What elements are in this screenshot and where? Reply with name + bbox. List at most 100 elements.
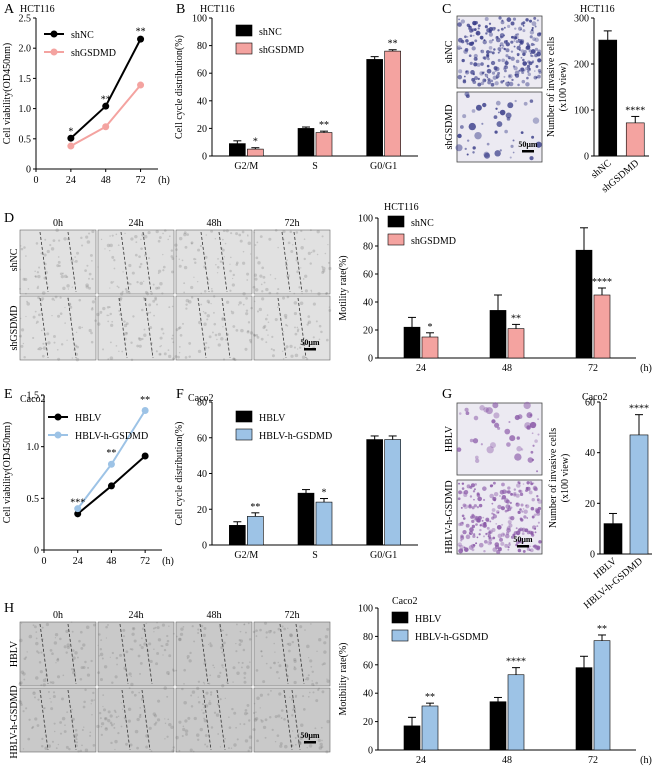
y-axis-label: Motility rate(%) bbox=[338, 255, 349, 320]
wound-edge-left bbox=[199, 623, 209, 685]
panel-A-chart: 00.51.01.52.02.50 24 48 72 (h)*****Cell viab… bbox=[2, 4, 170, 186]
bar-HBLV-72 bbox=[575, 667, 593, 751]
point-HBLV-72 bbox=[141, 452, 149, 460]
wound-image-HBLV-48h bbox=[175, 621, 253, 688]
legend-label: HBLV-h-GSDMD bbox=[259, 431, 332, 442]
timepoint-label: 24h bbox=[129, 610, 144, 621]
significance-mark: ** bbox=[319, 120, 329, 131]
y-tick-label: 60 bbox=[363, 270, 373, 281]
y-tick-label: 80 bbox=[197, 398, 207, 409]
significance-mark: * bbox=[68, 127, 73, 138]
wound-edge-left bbox=[283, 689, 293, 751]
scale-bar-label: 50μm bbox=[513, 535, 533, 544]
legend-label: shGSDMD bbox=[411, 236, 456, 247]
bar-shNC-72 bbox=[575, 249, 593, 359]
invasion-image-shNC bbox=[456, 15, 543, 89]
row-label: shNC bbox=[9, 248, 20, 271]
bar-HBLV bbox=[603, 523, 623, 555]
chart-title: Caco2 bbox=[582, 392, 608, 403]
panel-D-chart: 0 20 40 60 80 100 * 24 ** 48 **** 72 (h) Motility rat… bbox=[338, 202, 652, 374]
significance-mark: * bbox=[428, 322, 433, 333]
y-tick-label: 80 bbox=[363, 242, 373, 253]
x-axis-label: (h) bbox=[158, 175, 170, 186]
wound-edge-left bbox=[120, 231, 130, 293]
wound-edge-right bbox=[142, 231, 152, 293]
significance-mark: **** bbox=[629, 404, 649, 415]
wound-edge-left bbox=[197, 297, 207, 359]
bar-HBLV-h-GSDMD-48 bbox=[507, 674, 525, 751]
y-tick-label: 60 bbox=[585, 398, 595, 409]
significance-mark: ** bbox=[597, 624, 607, 635]
wound-image-shGSDMD-48h bbox=[174, 295, 254, 362]
wound-edge-left bbox=[277, 297, 287, 359]
significance-mark: ** bbox=[101, 95, 111, 106]
legend-swatch bbox=[235, 24, 253, 37]
y-tick-label: 40 bbox=[197, 96, 207, 107]
timepoint-label: 72h bbox=[285, 218, 300, 229]
legend-label: shNC bbox=[71, 30, 94, 41]
x-axis-label: (h) bbox=[640, 363, 652, 374]
y-tick-label: 1.0 bbox=[19, 104, 32, 115]
timepoint-label: 72h bbox=[285, 610, 300, 621]
invasion-image-HBLV-h-GSDMD bbox=[456, 479, 543, 555]
timepoint-label: 0h bbox=[53, 218, 63, 229]
legend-label: HBLV bbox=[259, 413, 286, 424]
legend-label: shNC bbox=[411, 218, 434, 229]
legend-marker bbox=[54, 413, 62, 421]
wound-edge-right bbox=[141, 689, 151, 751]
significance-mark: ** bbox=[511, 313, 521, 324]
point-shGSDMD-48 bbox=[102, 123, 110, 131]
point-HBLV-48 bbox=[107, 482, 115, 490]
legend-marker bbox=[50, 48, 58, 56]
panel-letter-D: D bbox=[4, 211, 14, 226]
x-tick-label: 48 bbox=[502, 363, 512, 374]
significance-mark: **** bbox=[506, 657, 526, 668]
wound-edge-right bbox=[218, 231, 228, 293]
wound-image-shNC-48h bbox=[174, 229, 253, 296]
y-tick-label: 1.5 bbox=[27, 391, 40, 402]
y-tick-label: 100 bbox=[358, 214, 373, 225]
y-tick-label: 0 bbox=[368, 746, 373, 757]
y-tick-label: 0 bbox=[26, 165, 31, 176]
y-axis-label: Cell viability(OD450nm) bbox=[2, 43, 13, 144]
y-axis-label-unit: (x100 view) bbox=[558, 63, 569, 112]
invasion-image-HBLV bbox=[456, 401, 543, 476]
bar-shNC-G2/M bbox=[229, 143, 246, 157]
wound-image-shGSDMD-0h bbox=[19, 295, 97, 362]
significance-mark: ** bbox=[140, 395, 150, 406]
legend-label: HBLV-h-GSDMD bbox=[75, 431, 148, 442]
y-tick-label: 20 bbox=[197, 124, 207, 135]
row-label: HBLV-h-GSDMD bbox=[9, 685, 20, 758]
timepoint-label: 48h bbox=[207, 218, 222, 229]
y-axis-label: Cell viability(OD450nm) bbox=[2, 422, 13, 523]
wound-image-HBLV-h-GSDMD-0h bbox=[18, 687, 97, 753]
bar-shGSDMD-72 bbox=[593, 294, 611, 359]
bar-shNC-G0/G1 bbox=[366, 59, 383, 157]
scale-bar-label: 50μm bbox=[518, 140, 538, 149]
legend-label: HBLV bbox=[415, 614, 442, 625]
bar-shNC bbox=[598, 39, 618, 157]
x-tick-label: 48 bbox=[106, 556, 116, 567]
y-tick-label: 40 bbox=[363, 689, 373, 700]
y-tick-label: 0 bbox=[368, 354, 373, 365]
chart-title: Caco2 bbox=[20, 394, 46, 405]
x-tick-label: G2/M bbox=[234, 550, 258, 561]
bar-shGSDMD bbox=[625, 122, 645, 157]
wound-edge-left bbox=[118, 297, 128, 359]
legend-label: shNC bbox=[259, 27, 282, 38]
panel-letter-B: B bbox=[176, 2, 185, 17]
wound-edge-right bbox=[295, 623, 305, 685]
bar-HBLV-h-GSDMD-24 bbox=[421, 705, 439, 751]
wound-edge-left bbox=[200, 231, 210, 293]
significance-mark: ** bbox=[425, 692, 435, 703]
wound-edge-right bbox=[219, 623, 229, 685]
wound-edge-left bbox=[39, 689, 49, 751]
y-tick-label: 80 bbox=[197, 41, 207, 52]
y-axis-label: Cell cycle distribution(%) bbox=[174, 422, 185, 526]
y-tick-label: 0 bbox=[590, 550, 595, 561]
point-shNC-24 bbox=[67, 134, 75, 142]
x-tick-label: 48 bbox=[101, 175, 111, 186]
bar-shNC-24 bbox=[403, 326, 421, 359]
timepoint-label: 48h bbox=[207, 610, 222, 621]
